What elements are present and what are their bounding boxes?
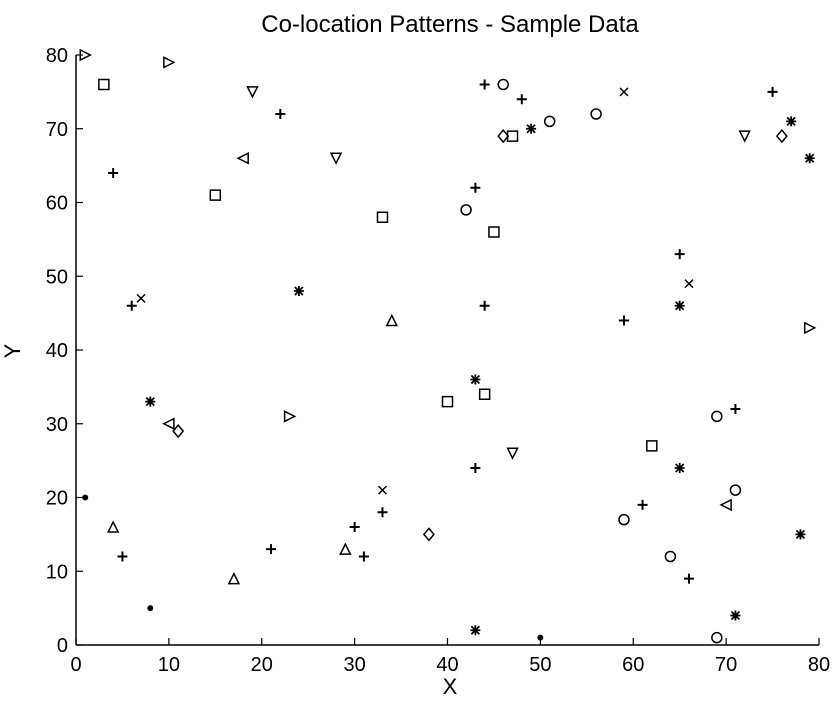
data-point bbox=[377, 485, 388, 495]
data-point bbox=[590, 108, 602, 120]
data-point bbox=[684, 279, 694, 289]
data-point bbox=[349, 522, 360, 532]
data-point bbox=[683, 573, 694, 584]
data-point bbox=[730, 404, 741, 414]
data-point bbox=[145, 396, 156, 407]
data-point bbox=[98, 78, 110, 91]
data-point bbox=[266, 544, 277, 555]
data-point bbox=[543, 115, 556, 128]
y-tick-label: 30 bbox=[46, 414, 68, 436]
data-point bbox=[674, 463, 685, 473]
data-point bbox=[162, 417, 175, 430]
data-point bbox=[738, 130, 751, 143]
y-axis: 0 10 20 30 40 50 60 70 80 bbox=[46, 45, 83, 657]
chart-title: Co-location Patterns - Sample Data bbox=[261, 11, 639, 38]
data-point bbox=[227, 571, 241, 585]
y-tick-label: 50 bbox=[46, 266, 68, 288]
data-point bbox=[422, 527, 435, 542]
data-point bbox=[385, 313, 398, 327]
data-point bbox=[719, 498, 732, 512]
data-point bbox=[82, 494, 89, 501]
x-tick-label: 0 bbox=[70, 654, 81, 676]
data-point bbox=[470, 625, 481, 636]
data-point bbox=[275, 109, 286, 119]
data-point bbox=[377, 507, 388, 518]
data-point bbox=[618, 513, 630, 526]
data-point bbox=[470, 463, 481, 473]
data-point bbox=[106, 520, 120, 533]
data-point bbox=[108, 168, 119, 178]
data-point bbox=[711, 631, 723, 644]
data-point bbox=[470, 182, 481, 193]
data-point bbox=[460, 204, 472, 216]
data-point bbox=[470, 374, 481, 385]
data-point bbox=[172, 423, 185, 439]
data-point bbox=[664, 550, 677, 563]
data-point bbox=[795, 529, 806, 540]
data-point bbox=[516, 94, 527, 105]
y-tick-label: 10 bbox=[46, 561, 68, 583]
y-tick-label: 40 bbox=[46, 340, 68, 362]
data-point bbox=[376, 211, 389, 223]
x-tick-label: 40 bbox=[436, 654, 458, 676]
data-point bbox=[236, 152, 249, 165]
data-point bbox=[618, 315, 629, 326]
data-point bbox=[163, 56, 176, 69]
data-point bbox=[79, 48, 92, 62]
data-point bbox=[506, 130, 519, 142]
data-point bbox=[126, 300, 137, 311]
y-tick-label: 0 bbox=[57, 635, 68, 657]
y-tick-label: 60 bbox=[46, 193, 68, 215]
data-point bbox=[497, 128, 510, 144]
data-point bbox=[767, 86, 778, 97]
data-point bbox=[711, 410, 723, 423]
x-axis: 0 10 20 30 40 50 60 70 80 bbox=[70, 638, 830, 676]
data-point bbox=[674, 249, 685, 260]
data-point bbox=[506, 447, 519, 460]
y-tick-label: 20 bbox=[46, 488, 68, 510]
data-point bbox=[441, 395, 454, 408]
data-point bbox=[339, 542, 352, 555]
data-point bbox=[136, 293, 146, 303]
data-point bbox=[283, 410, 297, 423]
data-point bbox=[479, 79, 490, 90]
y-tick-label: 70 bbox=[46, 119, 68, 141]
x-tick-label: 60 bbox=[622, 654, 644, 676]
data-point bbox=[488, 226, 500, 238]
data-points bbox=[79, 48, 817, 644]
data-point bbox=[729, 484, 742, 496]
x-tick-label: 80 bbox=[808, 654, 830, 676]
data-point bbox=[804, 153, 815, 164]
x-tick-label: 30 bbox=[344, 654, 366, 676]
data-point bbox=[646, 440, 658, 452]
data-point bbox=[730, 610, 741, 621]
x-tick-label: 70 bbox=[715, 654, 737, 676]
x-axis-label: X bbox=[443, 674, 458, 699]
data-point bbox=[117, 551, 128, 562]
x-tick-label: 10 bbox=[158, 654, 180, 676]
y-axis-label: Y bbox=[0, 343, 25, 358]
data-point bbox=[786, 116, 797, 127]
data-point bbox=[537, 634, 544, 641]
x-tick-label: 20 bbox=[251, 654, 273, 676]
data-point bbox=[803, 321, 817, 335]
data-point bbox=[147, 605, 154, 612]
data-point bbox=[775, 128, 788, 144]
data-point bbox=[674, 300, 685, 311]
data-point bbox=[293, 286, 304, 296]
data-point bbox=[246, 86, 259, 99]
data-point bbox=[358, 551, 369, 562]
data-point bbox=[329, 152, 343, 165]
data-point bbox=[497, 78, 509, 91]
data-point bbox=[526, 123, 537, 134]
data-point bbox=[637, 499, 648, 510]
data-point bbox=[619, 87, 629, 97]
x-tick-label: 50 bbox=[529, 654, 551, 676]
data-point bbox=[478, 388, 491, 400]
y-tick-label: 80 bbox=[46, 45, 68, 67]
data-point bbox=[209, 189, 222, 201]
data-point bbox=[479, 300, 490, 311]
